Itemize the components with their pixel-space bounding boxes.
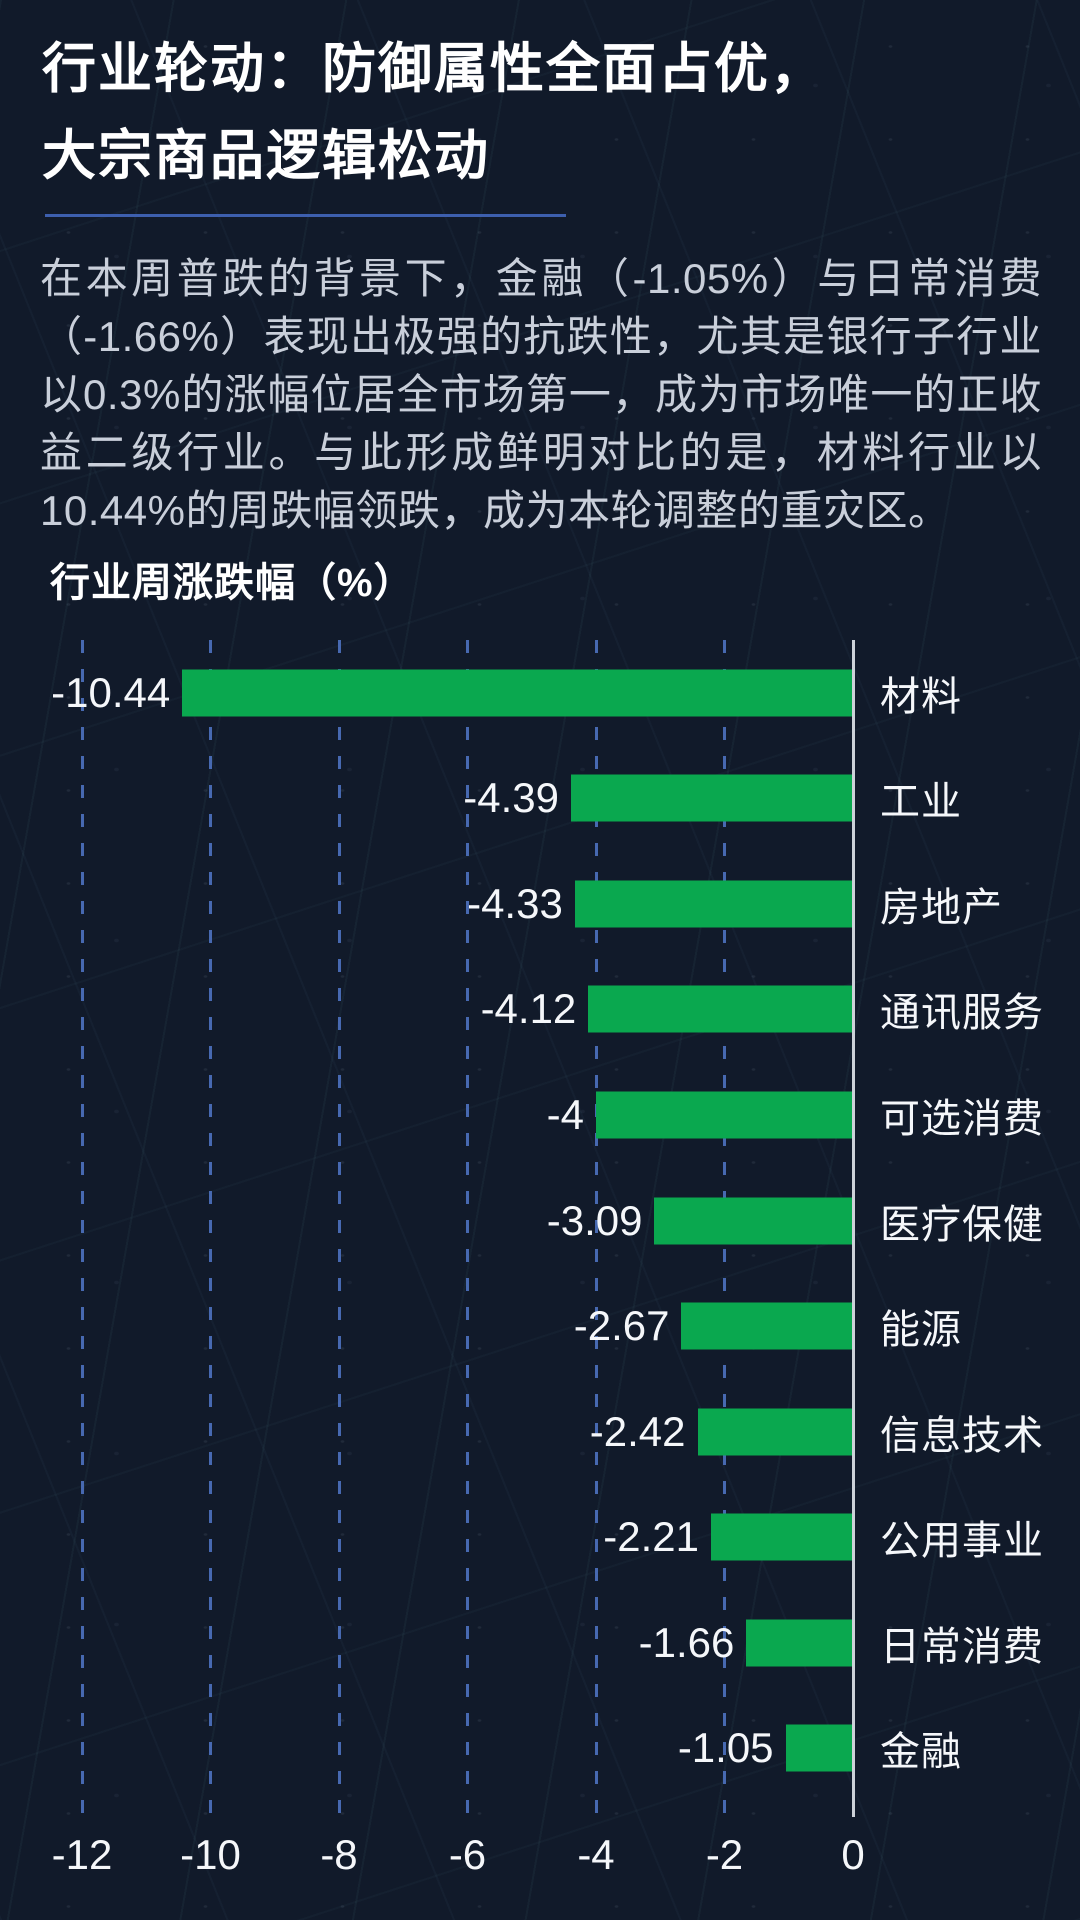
zero-axis-line [851,640,855,1817]
bar-row: -3.09 医疗保健 [0,1168,1080,1274]
x-tick-label: -4 [577,1831,615,1878]
bar [596,1091,853,1139]
vertical-gridline [466,640,469,1817]
bar-value-label: -1.05 [677,1724,774,1772]
x-tick-label: -12 [51,1831,113,1878]
bar [570,774,853,822]
bar [681,1302,853,1350]
bar-category-label: 信息技术 [880,1413,1044,1458]
bar-row: -2.67 能源 [0,1273,1080,1379]
bar-value-label: -4.39 [463,774,559,822]
x-tick-label: -8 [320,1831,358,1878]
bar-row: -4 可选消费 [0,1062,1080,1168]
page-title: 行业轮动：防御属性全面占优， 大宗商品逻辑松动 [42,26,1042,200]
bar-category-label: 可选消费 [880,1096,1044,1141]
bar-value-label: -10.44 [51,668,171,716]
bar-category-label: 金融 [880,1730,962,1775]
bar-row: -2.21 公用事业 [0,1484,1080,1590]
vertical-gridline [80,640,84,1817]
bar-category-label: 房地产 [880,885,1003,930]
bar-value-label: -4.12 [480,985,577,1033]
bar-category-label: 能源 [880,1308,962,1353]
x-tick-label: -2 [705,1831,744,1878]
bar-value-label: -4 [546,1090,584,1138]
bar-category-label: 公用事业 [880,1519,1044,1564]
bar-category-label: 通讯服务 [880,991,1044,1036]
x-tick-label: -6 [448,1831,487,1878]
bar-category-label: 日常消费 [880,1624,1044,1669]
bar-rows: -10.44 材料 -4.39 工业 -4.33 房地产 -4.12 通讯服务 -4 可选消费 -3… [0,640,1080,1801]
bar [574,880,853,928]
bar [654,1197,853,1244]
bar-category-label: 医疗保健 [880,1202,1044,1247]
bar [588,985,853,1033]
chart-title: 行业周涨跌幅（%） [50,561,415,605]
bar-value-label: -1.66 [638,1618,735,1666]
bar [697,1408,853,1456]
bar [711,1513,853,1561]
x-tick-label: -10 [180,1831,241,1878]
title-underline [45,214,566,217]
bar-row: -1.66 日常消费 [0,1590,1080,1696]
page-title-line1: 行业轮动：防御属性全面占优， [42,39,826,99]
bar [746,1619,853,1667]
chart-plot: -10.44 材料 -4.39 工业 -4.33 房地产 -4.12 通讯服务 -4 可选消费 -3… [0,640,1080,1817]
page-title-line2: 大宗商品逻辑松动 [42,126,490,186]
bar-row: -4.39 工业 [0,746,1080,852]
bar-value-label: -2.42 [589,1407,686,1455]
vertical-gridline [337,640,341,1817]
bar-row: -4.33 房地产 [0,851,1080,957]
bar-value-label: -4.33 [467,879,563,927]
bar-row: -2.42 信息技术 [0,1379,1080,1485]
bar-value-label: -2.21 [603,1513,700,1561]
bar-value-label: -3.09 [546,1196,643,1244]
bar [785,1724,853,1772]
intro-paragraph: 在本周普跌的背景下，金融（-1.05%）与日常消费（-1.66%）表现出极强的抗… [40,255,1042,534]
bar-category-label: 工业 [880,780,962,825]
bar-row: -4.12 通讯服务 [0,957,1080,1063]
bar-row: -1.05 金融 [0,1695,1080,1801]
bar-value-label: -2.67 [573,1302,670,1350]
bar-category-label: 材料 [880,674,962,719]
x-axis-tick-labels: -12 -10 -8 -6 -4 -2 0 [0,1833,1080,1877]
bar-row: -10.44 材料 [0,640,1080,746]
vertical-gridline [594,640,598,1817]
bar [182,669,853,717]
vertical-gridline [209,640,212,1817]
x-tick-label: 0 [841,1831,865,1878]
